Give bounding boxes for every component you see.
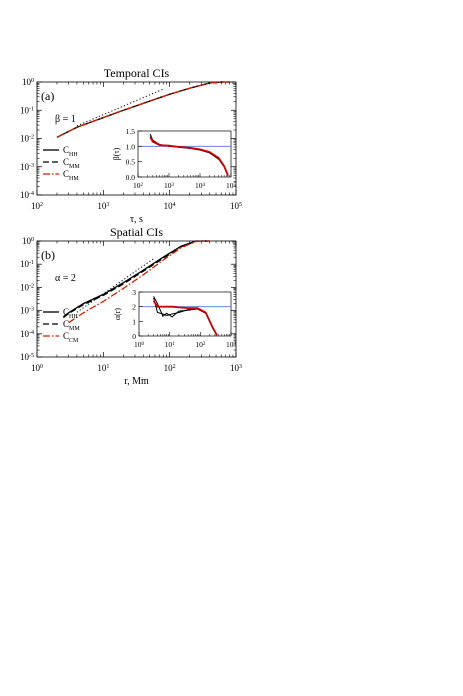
y-tick-label: 10-3 [20,162,34,172]
legend-entry: CHM [63,169,79,182]
inset-x-tick-label: 103 [226,340,237,349]
inset-y-tick-label: 1.5 [126,127,136,136]
inset-y-axis-label: α(r) [113,308,122,321]
inset-chart: 100 101 102 103 0 1 2 3 α(r) [113,288,237,349]
reference-slope-label: α = 2 [55,273,76,284]
inset-x-tick-label: 100 [134,340,145,349]
y-tick-label: 10-4 [20,329,34,339]
panel-label: (a) [41,89,54,103]
legend-entry: CHH [63,307,78,320]
inset-y-tick-label: 1.0 [126,142,136,151]
inset-chart: 102 103 104 105 0.0 0.5 1.0 1.5 β(τ) [112,127,237,190]
inset-y-axis-label: β(τ) [112,147,121,160]
inset-x-tick-label: 105 [226,181,237,190]
panel-label: (b) [41,248,55,262]
y-tick-label: 10-5 [20,352,34,362]
plot-frame [36,240,237,358]
legend-entry: CMM [63,319,80,332]
y-tick-label: 10-1 [20,105,34,115]
inset-x-tick-label: 104 [195,181,206,190]
y-tick-label: 10-1 [20,259,34,269]
inset-frame [137,130,232,178]
x-tick-label: 102 [164,363,176,373]
inset-x-tick-label: 102 [133,181,144,190]
x-tick-label: 104 [164,201,176,211]
inset-y-tick-label: 0.5 [126,158,136,167]
y-tick-label: 10-2 [20,134,34,144]
x-axis-label: r, Mm [124,376,149,387]
inset-y-tick-label: 0.0 [126,173,136,182]
x-axis-label: τ, s [130,214,143,225]
series-line-hh [56,81,230,138]
x-tick-label: 103 [230,363,242,373]
inset-series-line-cm [152,300,218,336]
legend-entry: CMM [63,157,80,170]
chart-title: Spatial CIs [110,225,163,239]
y-tick-label: 100 [22,77,34,87]
x-tick-label: 102 [31,201,43,211]
inset-y-tick-label: 3 [132,288,136,297]
y-tick-label: 10-4 [20,190,34,200]
y-tick-label: 10-2 [20,282,34,292]
legend-entry: CHH [63,145,78,158]
inset-x-tick-label: 101 [165,340,176,349]
y-tick-label: 100 [22,236,34,246]
chart-title: Temporal CIs [104,66,170,80]
series-line-mm [56,81,230,138]
y-tick-label: 10-3 [20,306,34,316]
inset-y-tick-label: 1 [132,317,136,326]
inset-x-tick-label: 102 [195,340,206,349]
inset-frame [138,291,232,337]
inset-y-tick-label: 0 [132,332,136,341]
x-tick-label: 105 [230,201,242,211]
reference-slope-label: β = 1 [55,114,76,125]
inset-x-tick-label: 103 [164,181,175,190]
reference-slope-line [76,88,164,127]
chart-panel-a: Temporal CIs 102 103 104 105 10-4 10-3 10-2 10-1… [20,66,242,225]
reference-slope-line [76,257,156,313]
x-tick-label: 103 [97,201,109,211]
x-tick-label: 101 [97,363,109,373]
inset-series-line-hm [149,136,229,176]
series-line-cm [68,240,210,324]
legend-entry: CCM [63,331,79,344]
x-tick-label: 100 [31,363,43,373]
inset-y-tick-label: 2 [132,303,136,312]
series-line-hm [56,81,230,138]
